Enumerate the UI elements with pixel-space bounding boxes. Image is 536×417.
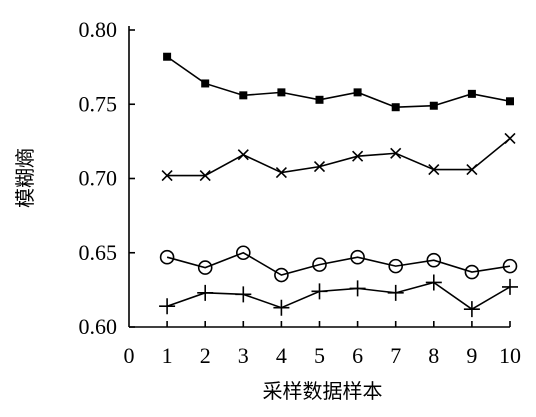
data-point-x: [466, 164, 478, 176]
data-point-circle: [502, 258, 518, 274]
data-point-plus: [387, 284, 404, 301]
data-point-square: [353, 88, 362, 97]
x-tick-label: 2: [200, 343, 211, 368]
data-point-square: [429, 101, 438, 110]
x-tick-label: 6: [352, 343, 363, 368]
data-point-x: [390, 147, 402, 159]
x-tick-label: 4: [276, 343, 287, 368]
data-point-square: [163, 52, 172, 61]
data-point-square: [201, 79, 210, 88]
x-ticks: 0 1 2 3 4 5 6 7 8 9 10: [124, 321, 521, 368]
data-point-plus: [425, 274, 442, 291]
x-tick-label: 7: [390, 343, 401, 368]
series-line: [166, 281, 511, 311]
data-point-square: [391, 103, 400, 112]
data-point-square: [239, 91, 248, 100]
series-group: [159, 52, 518, 318]
x-tick-label: 3: [238, 343, 249, 368]
data-point-plus: [197, 284, 214, 301]
data-point-x: [504, 132, 516, 144]
data-point-circle: [274, 267, 289, 283]
data-point-plus: [235, 286, 252, 303]
series-4: [159, 274, 518, 318]
data-point-plus: [463, 301, 480, 318]
data-point-plus: [502, 278, 518, 295]
x-tick-label: 5: [314, 343, 325, 368]
data-point-circle: [197, 260, 213, 275]
data-point-x: [275, 166, 287, 179]
series-line: [166, 56, 511, 109]
series-line: [166, 251, 511, 276]
data-point-plus: [273, 299, 290, 316]
data-point-square: [315, 95, 324, 104]
data-point-circle: [236, 245, 251, 261]
data-point-plus: [159, 298, 176, 315]
data-point-plus: [349, 280, 366, 297]
series-2: [161, 132, 516, 182]
data-point-x: [352, 150, 364, 162]
x-tick-label: 9: [466, 343, 477, 368]
y-tick-label: 0.60: [79, 314, 118, 339]
y-axis-title: 模糊熵: [13, 148, 37, 208]
x-tick-label: 1: [162, 343, 173, 368]
x-tick-label: 8: [428, 343, 439, 368]
data-point-circle: [464, 264, 480, 280]
series-line: [167, 137, 511, 177]
axes: [128, 26, 510, 328]
y-tick-label: 0.65: [79, 240, 118, 265]
series-1: [163, 52, 514, 112]
data-point-x: [237, 149, 249, 161]
series-3: [159, 245, 518, 283]
data-point-square: [506, 97, 514, 106]
data-point-square: [467, 89, 476, 98]
data-point-square: [277, 88, 286, 97]
data-point-circle: [350, 249, 365, 265]
y-tick-label: 0.75: [79, 91, 118, 116]
data-point-x: [428, 164, 440, 176]
y-tick-label: 0.80: [79, 17, 118, 42]
data-point-circle: [426, 252, 442, 268]
x-tick-label: 0: [124, 343, 135, 368]
data-point-x: [199, 169, 211, 182]
x-axis-title: 采样数据样本: [263, 379, 383, 403]
data-point-x: [161, 169, 173, 182]
x-tick-label: 10: [499, 343, 521, 368]
y-tick-label: 0.70: [79, 166, 118, 191]
data-point-circle: [388, 258, 404, 274]
data-point-circle: [312, 257, 327, 272]
data-point-circle: [159, 249, 175, 265]
data-point-plus: [311, 283, 328, 300]
y-ticks: 0.60 0.65 0.70 0.75 0.80: [79, 17, 135, 339]
data-point-x: [313, 161, 326, 173]
